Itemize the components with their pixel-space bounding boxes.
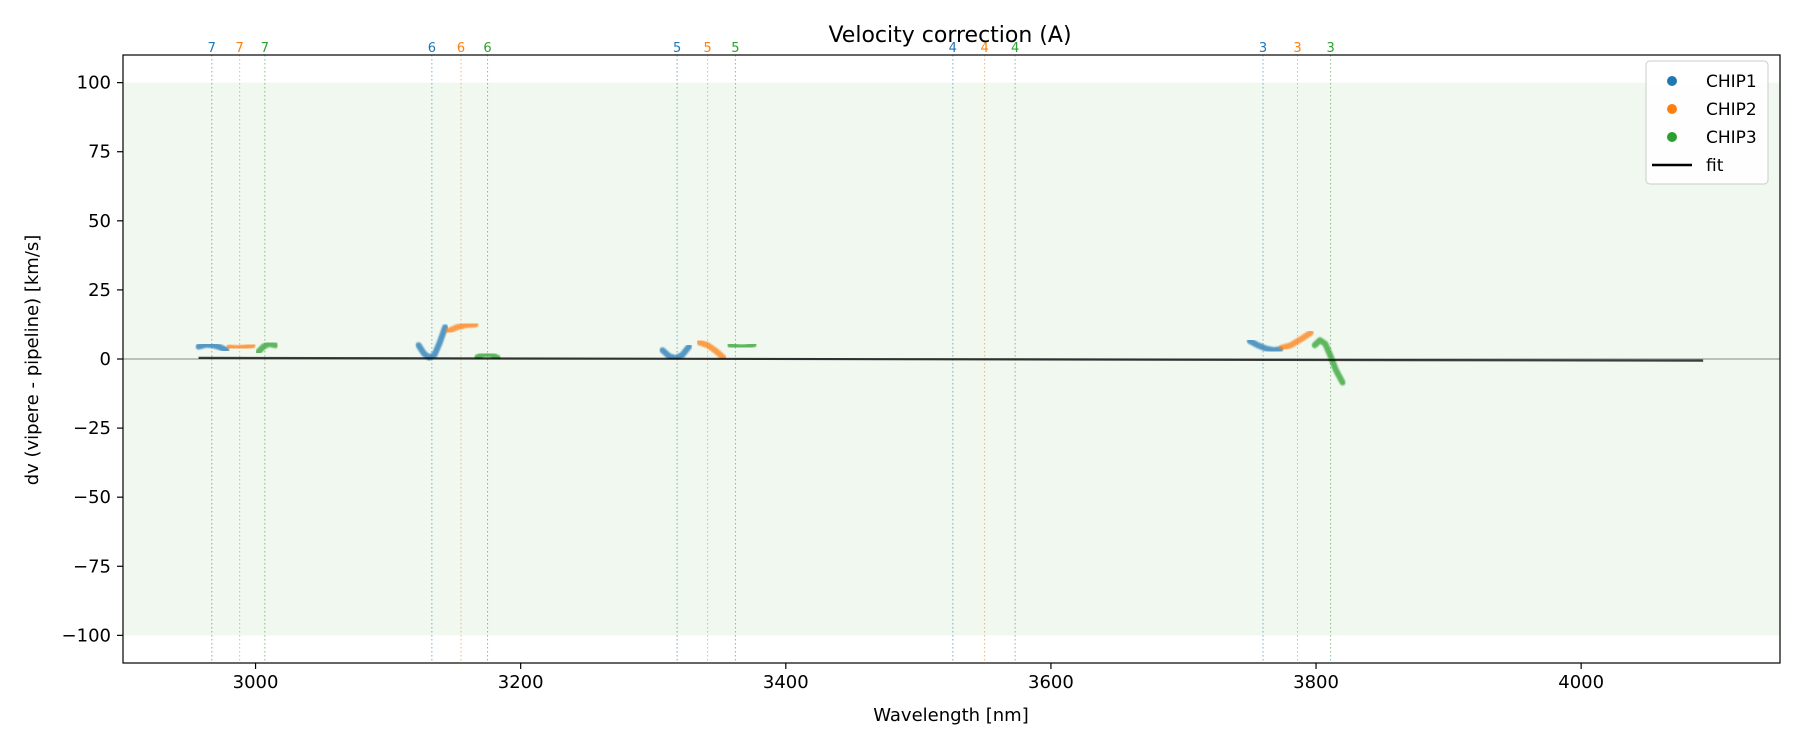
chart-title: Velocity correction (A) bbox=[828, 23, 1071, 48]
order-marker-label: 4 bbox=[980, 41, 988, 56]
chip3-data-segment bbox=[727, 341, 757, 351]
chip2-data-segment bbox=[444, 321, 479, 335]
order-marker-label: 6 bbox=[457, 41, 465, 56]
x-tick-label: 3800 bbox=[1293, 672, 1339, 693]
legend-label: CHIP2 bbox=[1706, 100, 1757, 120]
chip1-data-segment bbox=[1246, 338, 1284, 354]
legend-chip1-swatch bbox=[1667, 76, 1677, 86]
order-marker-label: 5 bbox=[673, 41, 681, 56]
chip1-data-segment bbox=[415, 324, 449, 361]
chip2-data-segment bbox=[1278, 329, 1314, 351]
fit-layer bbox=[198, 356, 1704, 362]
x-tick-label: 3200 bbox=[498, 672, 544, 693]
y-tick-label: 100 bbox=[77, 73, 111, 94]
legend-label: fit bbox=[1706, 156, 1724, 176]
order-marker-label: 3 bbox=[1326, 41, 1334, 56]
order-marker-label: 7 bbox=[208, 41, 216, 56]
y-tick-label: 0 bbox=[100, 349, 111, 370]
chip3-data-segment bbox=[473, 351, 502, 362]
order-marker-label: 6 bbox=[428, 41, 436, 56]
chip2-data-segment bbox=[696, 339, 727, 361]
x-axis-label: Wavelength [nm] bbox=[873, 705, 1029, 726]
order-marker-label: 6 bbox=[483, 41, 491, 56]
y-tick-label: −50 bbox=[73, 487, 111, 508]
y-tick-label: 75 bbox=[88, 142, 111, 163]
x-tick-label: 3000 bbox=[233, 672, 279, 693]
y-axis-label: dv (vipere - pipeline) [km/s] bbox=[22, 235, 43, 486]
y-tick-label: 50 bbox=[88, 211, 111, 232]
order-marker-label: 3 bbox=[1259, 41, 1267, 56]
x-tick-label: 3400 bbox=[763, 672, 809, 693]
order-marker-label: 4 bbox=[949, 41, 957, 56]
order-marker-label: 5 bbox=[703, 41, 711, 56]
legend-box bbox=[1645, 60, 1769, 185]
x-tick-label: 4000 bbox=[1558, 672, 1604, 693]
chip3-data-segment bbox=[1311, 337, 1346, 386]
chip1-data-segment bbox=[195, 341, 230, 354]
y-tick-label: −25 bbox=[73, 418, 111, 439]
order-marker-label: 4 bbox=[1011, 41, 1019, 56]
y-tick-label: 25 bbox=[88, 280, 111, 301]
order-marker-label: 3 bbox=[1293, 41, 1301, 56]
y-tick-label: −75 bbox=[73, 556, 111, 577]
legend-chip2-swatch bbox=[1667, 104, 1677, 114]
order-marker-label: 7 bbox=[261, 41, 269, 56]
y-axis-ticks: 100 75 50 25 0 −25 −50 −75 −100 bbox=[62, 73, 123, 646]
legend-chip3-swatch bbox=[1667, 132, 1677, 142]
legend: CHIP1 CHIP2 CHIP3 fit bbox=[1645, 60, 1769, 185]
order-marker-label: 5 bbox=[731, 41, 739, 56]
chip2-data-segment bbox=[226, 342, 256, 352]
x-tick-label: 3600 bbox=[1028, 672, 1074, 693]
y-tick-label: −100 bbox=[62, 625, 111, 646]
legend-label: CHIP3 bbox=[1706, 128, 1757, 148]
order-marker-labels: 7 7 7 6 6 6 5 5 5 4 4 4 3 3 3 bbox=[208, 41, 1335, 56]
chip3-data-segment bbox=[255, 340, 279, 356]
legend-label: CHIP1 bbox=[1706, 72, 1757, 92]
x-axis-ticks: 3000 3200 3400 3600 3800 4000 bbox=[233, 663, 1604, 693]
fit-line bbox=[198, 356, 1704, 362]
order-marker-label: 7 bbox=[236, 41, 244, 56]
